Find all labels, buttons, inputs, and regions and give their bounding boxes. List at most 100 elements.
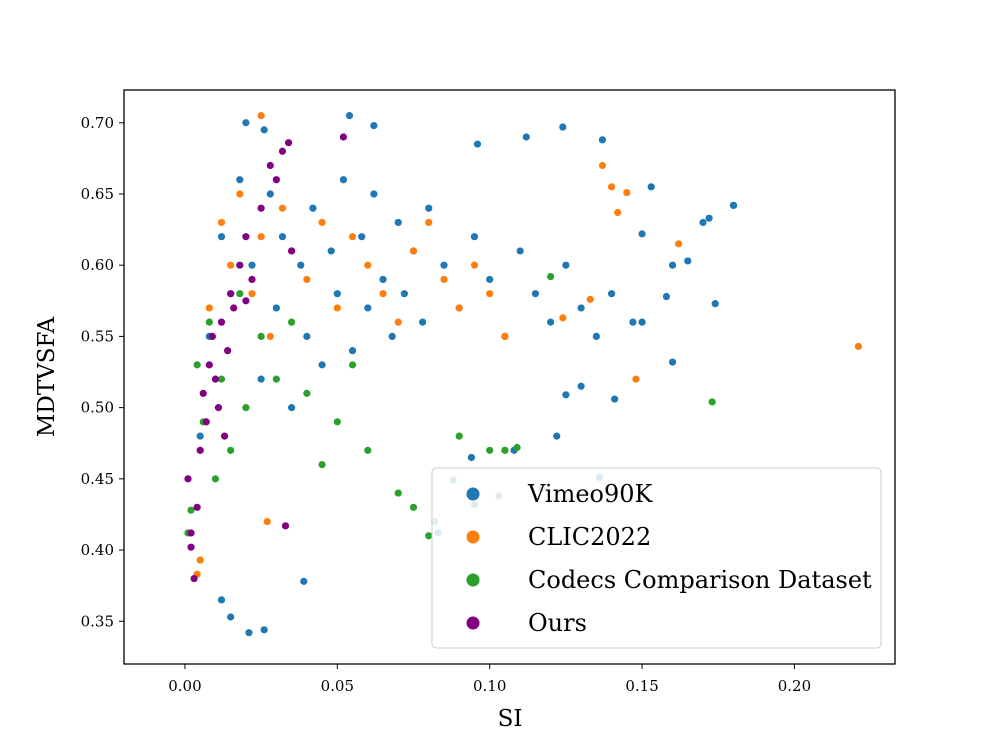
scatter-point-0-53 xyxy=(647,183,655,191)
scatter-point-0-47 xyxy=(345,112,354,120)
scatter-point-2-15 xyxy=(364,446,372,454)
y-tick-label-1: 0.40 xyxy=(81,541,114,559)
scatter-point-1-9 xyxy=(303,275,311,284)
scatter-point-0-51 xyxy=(522,133,530,141)
scatter-point-0-61 xyxy=(553,432,561,440)
scatter-point-2-16 xyxy=(394,489,402,497)
scatter-point-1-18 xyxy=(440,275,448,284)
y-tick-label-5: 0.60 xyxy=(81,256,114,274)
y-tick-label-7: 0.70 xyxy=(81,114,114,132)
scatter-point-1-14 xyxy=(379,290,387,298)
scatter-point-1-28 xyxy=(623,188,631,197)
y-tick-label-4: 0.55 xyxy=(81,327,114,345)
scatter-point-1-15 xyxy=(394,318,402,326)
legend-label-3: Ours xyxy=(528,609,587,637)
x-tick-label-0: 0.00 xyxy=(168,677,201,695)
scatter-point-0-11 xyxy=(297,261,305,269)
scatter-point-1-27 xyxy=(614,208,622,217)
scatter-point-1-2 xyxy=(227,261,235,269)
scatter-point-1-25 xyxy=(598,161,607,170)
scatter-point-3-6 xyxy=(202,418,210,426)
scatter-point-3-22 xyxy=(278,147,287,155)
scatter-point-0-23 xyxy=(388,332,396,341)
scatter-point-2-26 xyxy=(187,506,195,514)
scatter-point-0-36 xyxy=(547,318,555,326)
scatter-point-2-13 xyxy=(333,418,341,426)
scatter-point-0-43 xyxy=(699,218,707,227)
x-tick-label-3: 0.15 xyxy=(625,677,658,695)
x-tick-label-2: 0.10 xyxy=(473,677,506,695)
scatter-point-3-4 xyxy=(196,446,204,454)
scatter-point-2-22 xyxy=(501,446,509,454)
scatter-point-2-0 xyxy=(193,361,201,369)
scatter-point-2-9 xyxy=(272,375,280,383)
scatter-point-0-63 xyxy=(711,300,719,308)
scatter-point-3-0 xyxy=(184,475,192,483)
scatter-point-0-65 xyxy=(227,613,235,621)
y-tick-label-2: 0.45 xyxy=(81,470,114,488)
scatter-point-2-2 xyxy=(205,318,213,326)
scatter-point-3-26 xyxy=(242,297,250,305)
scatter-point-0-31 xyxy=(470,233,479,241)
scatter-point-0-75 xyxy=(577,382,585,390)
scatter-point-2-3 xyxy=(211,475,220,483)
scatter-point-0-19 xyxy=(358,233,366,241)
scatter-point-0-48 xyxy=(370,122,378,130)
scatter-point-0-28 xyxy=(425,204,433,212)
scatter-point-1-11 xyxy=(333,304,341,312)
scatter-point-0-49 xyxy=(559,123,567,131)
legend-label-2: Codecs Comparison Dataset xyxy=(528,566,872,594)
scatter-point-0-5 xyxy=(248,261,256,269)
scatter-point-0-55 xyxy=(705,214,713,222)
scatter-point-1-26 xyxy=(607,183,616,191)
scatter-point-1-24 xyxy=(586,295,594,303)
scatter-point-0-9 xyxy=(278,233,287,241)
scatter-point-3-19 xyxy=(257,204,265,212)
scatter-point-0-22 xyxy=(379,275,387,284)
x-axis-label: SI xyxy=(498,706,523,732)
scatter-point-0-56 xyxy=(729,201,738,209)
scatter-point-0-66 xyxy=(245,629,253,637)
scatter-point-0-50 xyxy=(598,136,607,144)
scatter-point-0-74 xyxy=(562,391,570,399)
scatter-point-0-24 xyxy=(394,218,402,227)
scatter-point-3-13 xyxy=(224,347,232,355)
scatter-point-0-7 xyxy=(266,190,274,198)
legend-label-1: CLIC2022 xyxy=(528,523,651,551)
scatter-point-3-23 xyxy=(288,247,296,255)
scatter-point-2-8 xyxy=(257,332,265,341)
scatter-point-0-52 xyxy=(473,140,482,148)
legend-marker-2 xyxy=(466,573,480,587)
legend-marker-0 xyxy=(466,487,480,501)
scatter-point-1-34 xyxy=(196,556,204,564)
scatter-point-3-16 xyxy=(236,261,244,269)
scatter-point-3-3 xyxy=(193,503,201,511)
scatter-point-1-6 xyxy=(266,332,274,341)
scatter-point-1-20 xyxy=(470,261,479,269)
scatter-point-1-31 xyxy=(854,342,863,350)
scatter-point-3-2 xyxy=(190,574,198,583)
scatter-point-2-5 xyxy=(227,446,235,454)
scatter-point-0-8 xyxy=(272,304,280,312)
scatter-point-0-42 xyxy=(668,261,677,269)
scatter-point-3-15 xyxy=(230,304,238,312)
scatter-point-1-29 xyxy=(632,375,640,383)
scatter-point-3-18 xyxy=(248,275,256,284)
scatter-point-3-17 xyxy=(242,233,250,241)
scatter-point-0-16 xyxy=(333,290,341,298)
scatter-point-0-18 xyxy=(348,347,357,355)
scatter-point-0-21 xyxy=(370,190,378,198)
scatter-point-0-20 xyxy=(364,304,372,312)
scatter-point-0-27 xyxy=(419,318,427,326)
scatter-point-1-16 xyxy=(409,247,418,255)
scatter-point-3-10 xyxy=(214,404,223,412)
scatter-point-0-46 xyxy=(260,126,268,134)
scatter-point-1-30 xyxy=(675,240,683,248)
scatter-point-2-18 xyxy=(425,532,433,540)
scatter-point-0-41 xyxy=(638,318,646,326)
scatter-point-2-14 xyxy=(348,361,357,369)
scatter-point-2-12 xyxy=(318,461,326,469)
scatter-point-0-2 xyxy=(217,233,226,241)
scatter-point-0-40 xyxy=(607,290,616,298)
scatter-point-0-62 xyxy=(668,358,677,366)
